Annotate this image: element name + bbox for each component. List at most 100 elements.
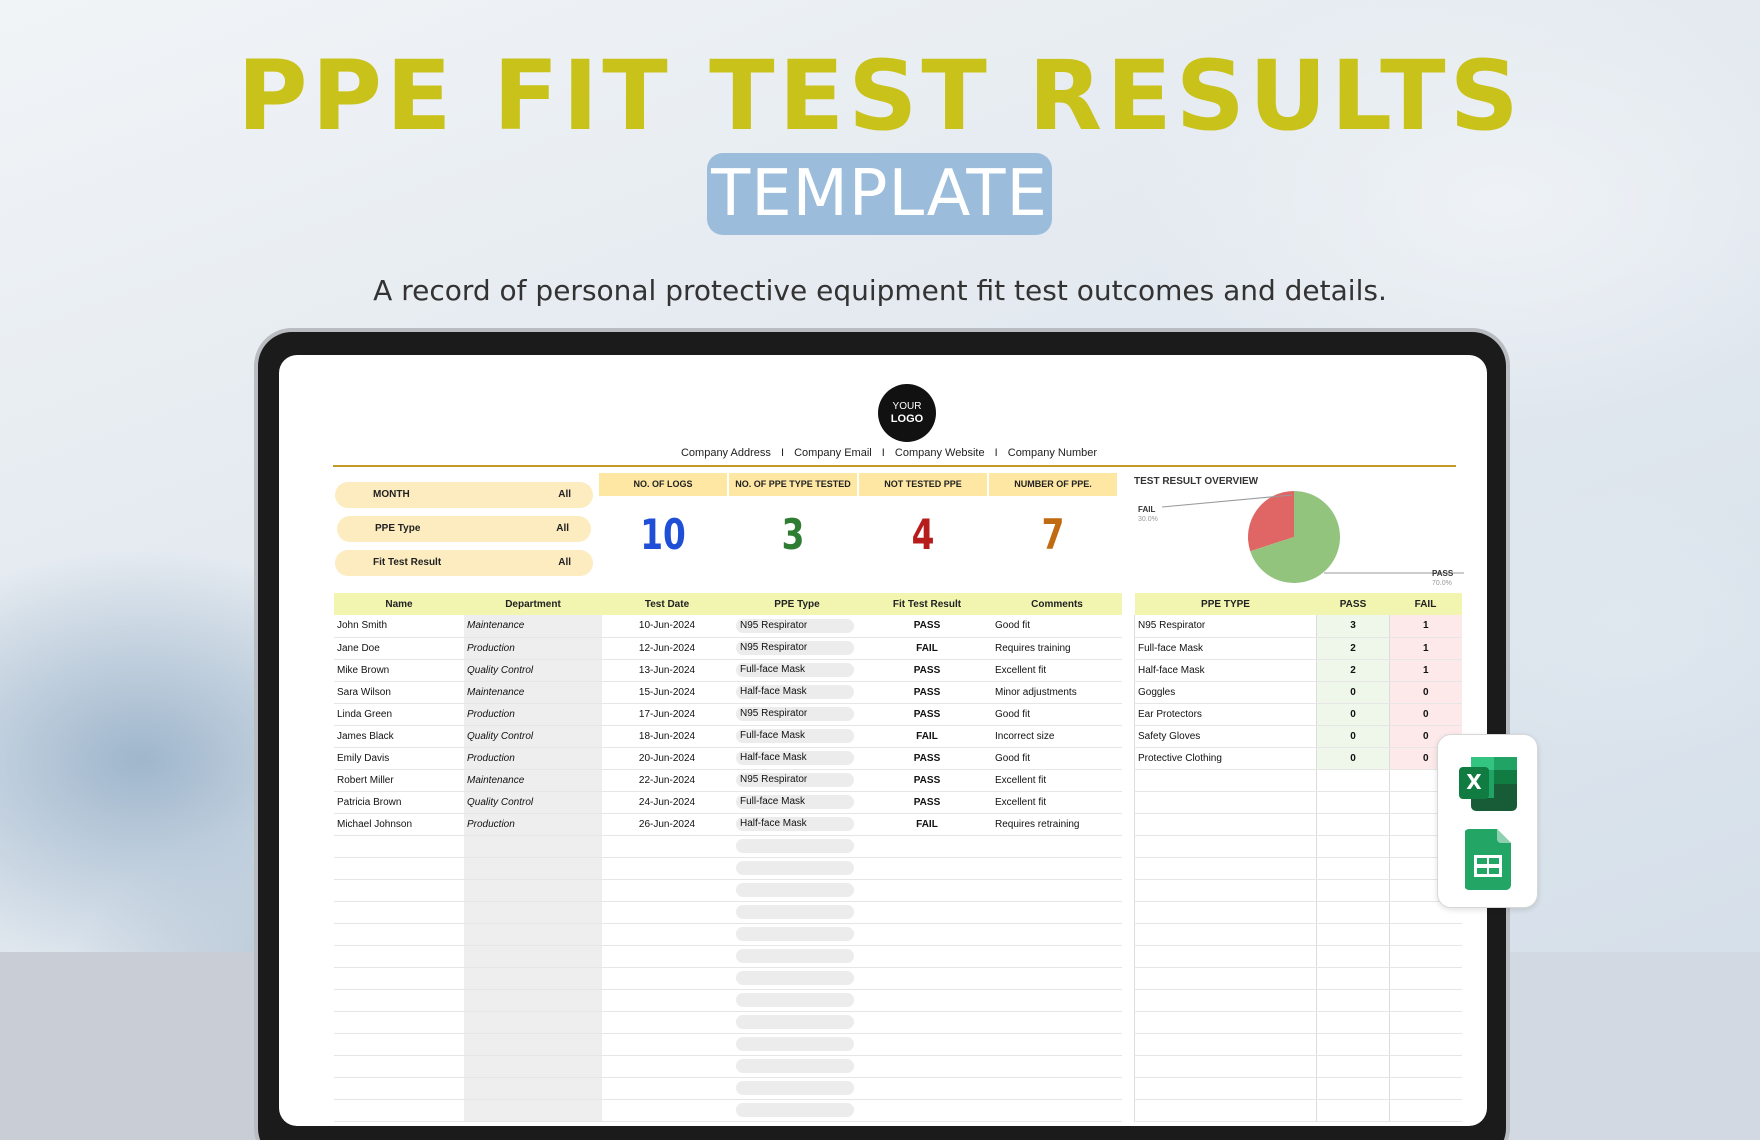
ppe-type-dropdown[interactable]: Half-face Mask — [736, 817, 854, 831]
table-row[interactable]: Michael Johnson Production 26-Jun-2024 Half… — [334, 813, 1122, 836]
summary-pass-cell[interactable]: 0 — [1316, 747, 1390, 770]
fit-test-result-cell[interactable]: PASS — [862, 747, 992, 770]
table-row[interactable] — [334, 835, 1122, 858]
summary-row[interactable] — [1134, 769, 1462, 792]
test-date-cell[interactable]: 18-Jun-2024 — [602, 725, 732, 748]
comments-cell[interactable] — [992, 945, 1122, 968]
ppe-type-cell[interactable]: Half-face Mask — [732, 813, 862, 836]
summary-row[interactable]: Safety Gloves 0 0 — [1134, 725, 1462, 748]
test-date-cell[interactable]: 20-Jun-2024 — [602, 747, 732, 770]
department-cell[interactable] — [464, 879, 602, 902]
table-row[interactable]: Patricia Brown Quality Control 24-Jun-2024… — [334, 791, 1122, 814]
comments-cell[interactable] — [992, 967, 1122, 990]
ppe-type-dropdown[interactable]: Half-face Mask — [736, 751, 854, 765]
filter-fit-test-result[interactable]: Fit Test Result All — [335, 550, 593, 576]
summary-pass-cell[interactable]: 2 — [1316, 637, 1390, 660]
ppe-type-cell[interactable] — [732, 923, 862, 946]
employee-name-cell[interactable]: Mike Brown — [334, 659, 464, 682]
ppe-type-cell[interactable]: N95 Respirator — [732, 769, 862, 792]
filter-month[interactable]: MONTH All — [335, 482, 593, 508]
summary-pass-cell[interactable] — [1316, 857, 1390, 880]
summary-fail-cell[interactable] — [1389, 1033, 1462, 1056]
comments-cell[interactable]: Good fit — [992, 747, 1122, 770]
summary-ppe-type-cell[interactable] — [1134, 857, 1317, 880]
fit-test-result-cell[interactable] — [862, 989, 992, 1012]
department-cell[interactable] — [464, 989, 602, 1012]
employee-name-cell[interactable]: Sara Wilson — [334, 681, 464, 704]
ppe-type-dropdown[interactable] — [736, 1059, 854, 1073]
ppe-type-dropdown[interactable] — [736, 1015, 854, 1029]
ppe-type-cell[interactable] — [732, 901, 862, 924]
test-date-cell[interactable]: 12-Jun-2024 — [602, 637, 732, 660]
summary-pass-cell[interactable] — [1316, 945, 1390, 968]
table-row[interactable]: Mike Brown Quality Control 13-Jun-2024 Full… — [334, 659, 1122, 682]
department-cell[interactable] — [464, 967, 602, 990]
department-cell[interactable] — [464, 1033, 602, 1056]
summary-ppe-type-cell[interactable] — [1134, 1077, 1317, 1100]
summary-row[interactable]: Ear Protectors 0 0 — [1134, 703, 1462, 726]
summary-pass-cell[interactable] — [1316, 1011, 1390, 1034]
department-cell[interactable]: Maintenance — [464, 615, 602, 638]
employee-name-cell[interactable]: James Black — [334, 725, 464, 748]
fit-test-result-cell[interactable] — [862, 835, 992, 858]
employee-name-cell[interactable] — [334, 1077, 464, 1100]
summary-pass-cell[interactable] — [1316, 967, 1390, 990]
comments-cell[interactable] — [992, 901, 1122, 924]
fit-test-result-cell[interactable] — [862, 857, 992, 880]
table-row[interactable] — [334, 1099, 1122, 1122]
ppe-type-cell[interactable]: N95 Respirator — [732, 703, 862, 726]
summary-fail-cell[interactable]: 1 — [1389, 659, 1462, 682]
ppe-type-cell[interactable] — [732, 1055, 862, 1078]
ppe-type-cell[interactable] — [732, 879, 862, 902]
summary-pass-cell[interactable] — [1316, 1055, 1390, 1078]
ppe-type-cell[interactable] — [732, 1077, 862, 1100]
ppe-type-cell[interactable] — [732, 967, 862, 990]
summary-pass-cell[interactable] — [1316, 901, 1390, 924]
fit-test-result-cell[interactable] — [862, 945, 992, 968]
employee-name-cell[interactable]: Linda Green — [334, 703, 464, 726]
filter-month-value[interactable]: All — [558, 489, 571, 500]
summary-ppe-type-cell[interactable] — [1134, 835, 1317, 858]
fit-test-result-cell[interactable] — [862, 1077, 992, 1100]
comments-cell[interactable] — [992, 1033, 1122, 1056]
fit-test-result-cell[interactable] — [862, 1099, 992, 1122]
summary-pass-cell[interactable]: 2 — [1316, 659, 1390, 682]
ppe-type-dropdown[interactable] — [736, 1103, 854, 1117]
ppe-type-dropdown[interactable]: N95 Respirator — [736, 618, 854, 633]
test-date-cell[interactable] — [602, 901, 732, 924]
test-date-cell[interactable] — [602, 989, 732, 1012]
summary-pass-cell[interactable]: 0 — [1316, 725, 1390, 748]
summary-ppe-type-cell[interactable] — [1134, 1011, 1317, 1034]
summary-ppe-type-cell[interactable] — [1134, 791, 1317, 814]
ppe-type-cell[interactable] — [732, 857, 862, 880]
table-row[interactable] — [334, 857, 1122, 880]
ppe-type-cell[interactable]: Half-face Mask — [732, 747, 862, 770]
ppe-type-cell[interactable] — [732, 989, 862, 1012]
fit-test-result-cell[interactable]: FAIL — [862, 813, 992, 836]
department-cell[interactable] — [464, 857, 602, 880]
comments-cell[interactable] — [992, 1077, 1122, 1100]
ppe-type-dropdown[interactable] — [736, 993, 854, 1007]
table-row[interactable] — [334, 901, 1122, 924]
summary-ppe-type-cell[interactable] — [1134, 989, 1317, 1012]
employee-name-cell[interactable] — [334, 989, 464, 1012]
department-cell[interactable] — [464, 1099, 602, 1122]
filter-ppe-type[interactable]: PPE Type All — [337, 516, 591, 542]
table-row[interactable] — [334, 989, 1122, 1012]
employee-name-cell[interactable]: John Smith — [334, 615, 464, 638]
summary-pass-cell[interactable]: 3 — [1316, 615, 1390, 638]
summary-ppe-type-cell[interactable] — [1134, 1033, 1317, 1056]
summary-ppe-type-cell[interactable]: Safety Gloves — [1134, 725, 1317, 748]
ppe-type-dropdown[interactable] — [736, 949, 854, 963]
employee-name-cell[interactable] — [334, 967, 464, 990]
ppe-type-cell[interactable] — [732, 1011, 862, 1034]
employee-name-cell[interactable] — [334, 879, 464, 902]
summary-ppe-type-cell[interactable] — [1134, 769, 1317, 792]
filter-ppe-type-value[interactable]: All — [556, 523, 569, 534]
test-date-cell[interactable]: 22-Jun-2024 — [602, 769, 732, 792]
summary-row[interactable] — [1134, 1055, 1462, 1078]
test-date-cell[interactable]: 17-Jun-2024 — [602, 703, 732, 726]
summary-ppe-type-cell[interactable] — [1134, 813, 1317, 836]
department-cell[interactable]: Production — [464, 703, 602, 726]
test-date-cell[interactable] — [602, 1011, 732, 1034]
